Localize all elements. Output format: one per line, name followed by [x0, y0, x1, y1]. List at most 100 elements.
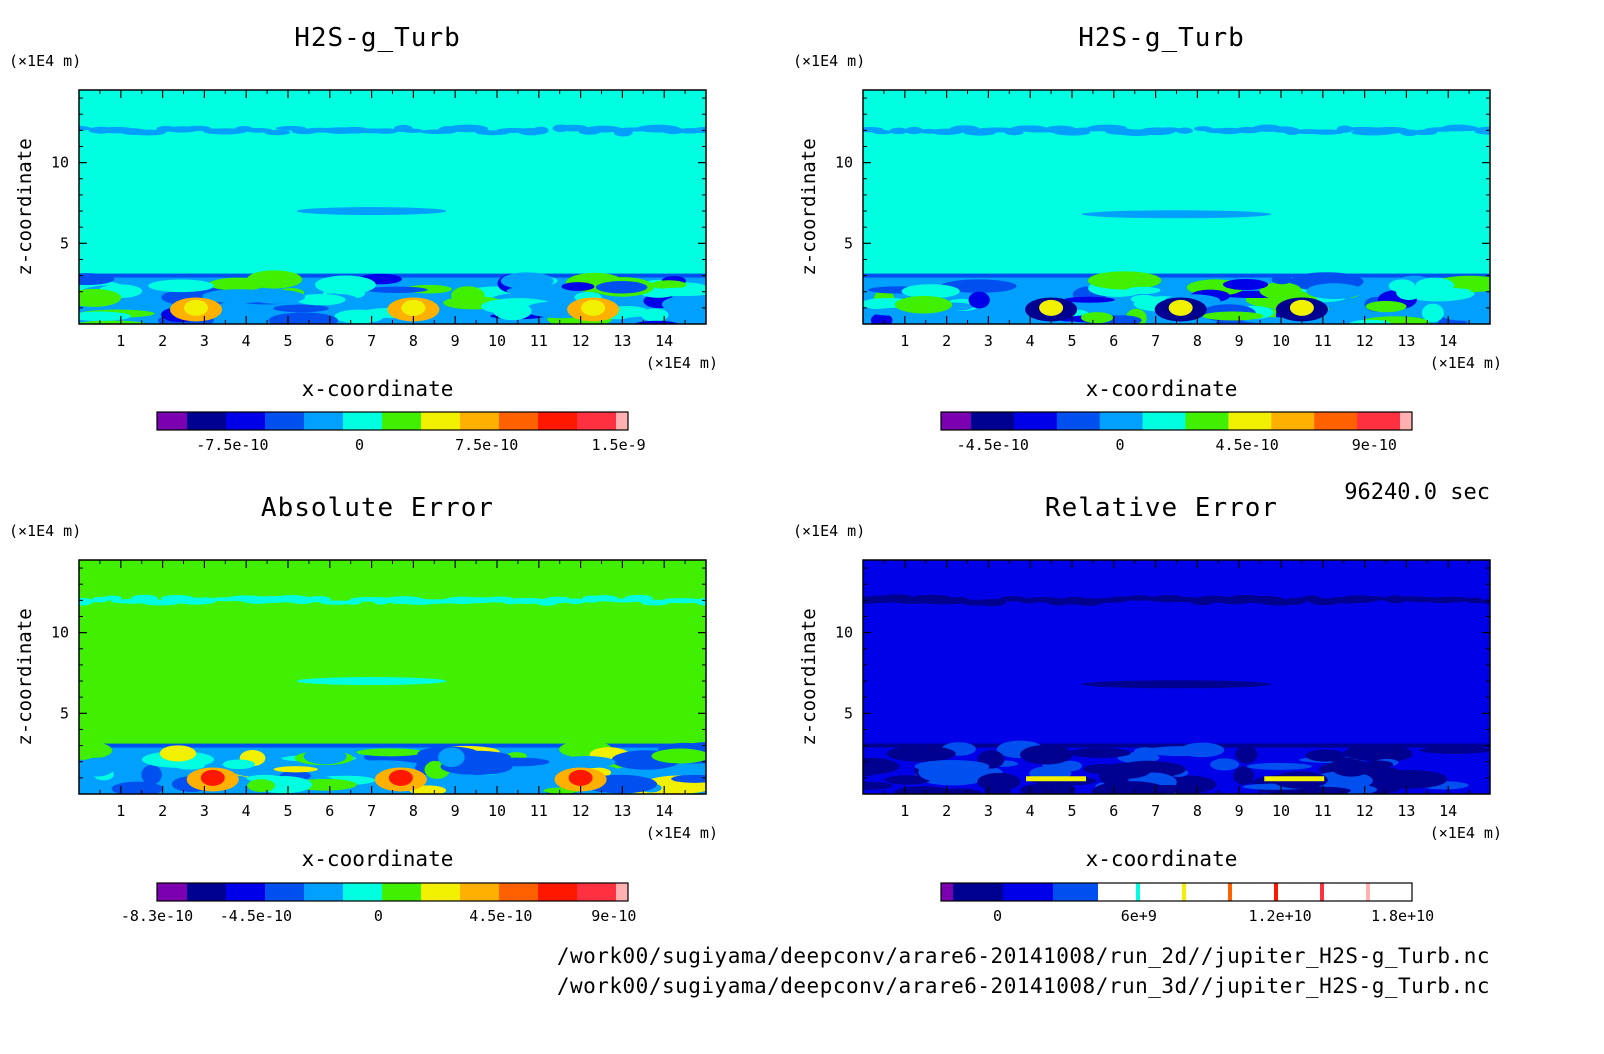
turbulence-blob — [80, 757, 115, 777]
colorbar-tick-label: -4.5e-10 — [220, 907, 292, 925]
plume-center — [388, 769, 413, 786]
upper-band-segment — [306, 596, 332, 603]
colorbar-frame — [156, 411, 629, 431]
upper-band-segment — [204, 128, 247, 135]
turbulence-blob — [671, 774, 706, 783]
colorbar-cell — [1142, 412, 1186, 430]
turbulence-blob — [968, 291, 990, 309]
upper-band-segment — [403, 128, 424, 133]
turbulence-blob — [1087, 271, 1162, 290]
x-tick-label: 7 — [1151, 332, 1160, 350]
x-tick-label: 7 — [1151, 802, 1160, 820]
upper-band-segment — [79, 125, 92, 131]
y-tick-label: 10 — [835, 624, 853, 642]
upper-band-segment — [1457, 125, 1479, 132]
turbulence-blob — [208, 277, 267, 291]
field-top-right — [863, 90, 1490, 324]
y-tick-label: 5 — [60, 704, 69, 722]
colorbar-cell — [499, 412, 539, 430]
x-tick-label: 14 — [1439, 332, 1457, 350]
turbulence-blob — [247, 779, 275, 792]
x-tick-label: 11 — [530, 332, 548, 350]
turbulence-blob — [315, 275, 376, 295]
colorbar-cell — [1003, 883, 1053, 901]
upper-band-segment — [692, 126, 706, 134]
turbulence-blob — [894, 786, 953, 794]
lower-layer-top — [79, 743, 706, 748]
colorbar-top-right: -4.5e-10 0 4.5e-10 9e-10 — [940, 411, 1413, 454]
colorbar-tick-label: 4.5e-10 — [469, 907, 532, 925]
panel-title: H2S-g_Turb — [1078, 23, 1245, 53]
turbulence-blob — [1080, 312, 1114, 324]
turbulence-blob — [1020, 744, 1073, 765]
lower-layer-top — [863, 743, 1490, 748]
upper-band-segment — [664, 598, 703, 604]
y-axis-label: z-coordinate — [798, 138, 820, 275]
x-tick-label: 2 — [942, 802, 951, 820]
colorbar-stripe — [1136, 883, 1140, 901]
upper-band-segment — [103, 595, 122, 601]
colorbar-cell — [343, 412, 383, 430]
turbulence-blob — [79, 785, 119, 794]
turbulence-blob — [1093, 781, 1168, 794]
turbulence-blob — [1020, 783, 1076, 794]
turbulence-blob — [356, 748, 424, 757]
colorbar-cell — [265, 412, 305, 430]
turbulence-blob — [651, 748, 706, 764]
colorbar-cell — [1056, 412, 1101, 430]
colorbar-tick-label: 0 — [1115, 436, 1124, 454]
plume-center — [184, 299, 209, 316]
turbulence-blob — [268, 312, 339, 324]
upper-band-segment — [130, 129, 166, 136]
y-axis-label: z-coordinate — [798, 608, 820, 745]
turbulence-blob — [1349, 319, 1392, 324]
colorbar-cell — [1314, 412, 1358, 430]
y-tick-label: 10 — [51, 624, 69, 642]
colorbar-cell — [1271, 412, 1315, 430]
turbulence-blob — [1271, 275, 1293, 285]
colorbar-cell — [460, 883, 500, 901]
x-tick-label: 13 — [613, 802, 631, 820]
upper-band-segment — [872, 130, 893, 135]
panel-title: H2S-g_Turb — [294, 23, 461, 53]
turbulence-blob — [1246, 762, 1313, 770]
x-axis-label: x-coordinate — [1086, 377, 1238, 401]
colorbar-stripe — [1274, 883, 1278, 901]
turbulence-blob — [79, 273, 115, 286]
colorbar-stripe — [1228, 883, 1232, 901]
x-tick-label: 10 — [488, 332, 506, 350]
turbulence-blob — [901, 284, 960, 299]
x-tick-label: 6 — [325, 802, 334, 820]
turbulence-blob — [273, 766, 319, 773]
x-tick-label: 11 — [1314, 802, 1332, 820]
colorbar-tick-label: 1.5e-9 — [591, 436, 645, 454]
turbulence-blob — [556, 755, 616, 769]
turbulence-blob — [452, 774, 487, 790]
y-unit-label: (×1E4 m) — [793, 52, 865, 70]
colorbar-frame — [156, 882, 629, 902]
colorbar-cell — [226, 412, 266, 430]
colorbar-cell — [616, 883, 629, 901]
y-tick-label: 5 — [60, 234, 69, 252]
x-unit-label: (×1E4 m) — [1430, 824, 1502, 842]
upper-band-segment — [904, 126, 924, 135]
upper-band-segment — [1175, 127, 1194, 134]
plume-center — [401, 299, 426, 316]
turbulence-blob — [1025, 289, 1046, 298]
x-tick-label: 3 — [200, 802, 209, 820]
turbulence-blob — [506, 287, 533, 295]
colorbar-cell — [1053, 883, 1098, 901]
turbulence-blob — [635, 320, 678, 324]
upper-band-segment — [999, 596, 1027, 602]
x-tick-label: 12 — [1356, 332, 1374, 350]
turbulence-blob — [651, 280, 687, 290]
y-tick-label: 10 — [835, 154, 853, 172]
mid-layer-feature — [1081, 210, 1272, 219]
colorbar-tick-label: 1.2e+10 — [1249, 907, 1312, 925]
x-tick-label: 8 — [409, 802, 418, 820]
x-tick-label: 10 — [1272, 332, 1290, 350]
x-tick-label: 9 — [451, 332, 460, 350]
colorbar-top-left: -7.5e-10 0 7.5e-10 1.5e-9 — [156, 411, 646, 454]
turbulence-blob — [1125, 286, 1161, 294]
